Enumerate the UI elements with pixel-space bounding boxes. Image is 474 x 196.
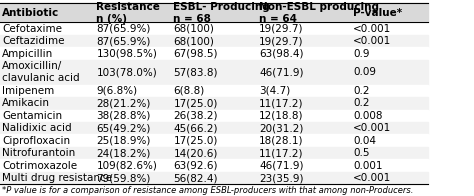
Text: 0.008: 0.008 [353,111,383,121]
Text: Gentamicin: Gentamicin [2,111,62,121]
Text: 0.2: 0.2 [353,86,370,96]
Text: 63(92.6): 63(92.6) [173,161,218,171]
Text: 12(18.8): 12(18.8) [259,111,303,121]
Text: <0.001: <0.001 [353,123,392,133]
Text: Multi drug resistance: Multi drug resistance [2,173,112,183]
Text: 38(28.8%): 38(28.8%) [96,111,151,121]
Text: 45(66.2): 45(66.2) [173,123,218,133]
Text: <0.001: <0.001 [353,24,392,34]
Text: 9(6.8%): 9(6.8%) [96,86,137,96]
Text: 0.2: 0.2 [353,98,370,108]
Bar [0,35,428,47]
Text: Ceftazidime: Ceftazidime [2,36,64,46]
Text: <0.001: <0.001 [353,173,392,183]
Text: 130(98.5%): 130(98.5%) [96,49,157,59]
Text: Imipenem: Imipenem [2,86,55,96]
Text: 63(98.4): 63(98.4) [259,49,303,59]
Text: Amikacin: Amikacin [2,98,50,108]
Text: 0.5: 0.5 [353,148,370,158]
Text: ESBL- Producing
n = 68: ESBL- Producing n = 68 [173,2,270,24]
Bar [0,47,428,60]
Text: 68(100): 68(100) [173,36,214,46]
Text: 17(25.0): 17(25.0) [173,98,218,108]
Text: 0.09: 0.09 [353,67,376,77]
Bar [0,172,428,184]
Text: 26(38.2): 26(38.2) [173,111,218,121]
Bar [0,147,428,159]
Text: 23(35.9): 23(35.9) [259,173,303,183]
Text: Nitrofurantoin: Nitrofurantoin [2,148,75,158]
Text: 87(65.9%): 87(65.9%) [96,24,151,34]
Text: Non-ESBL producing
n = 64: Non-ESBL producing n = 64 [259,2,379,24]
Bar [0,97,428,110]
Bar [0,159,428,172]
Bar [0,122,428,134]
Text: 46(71.9): 46(71.9) [259,161,303,171]
Text: 0.001: 0.001 [353,161,383,171]
Text: 14(20.6): 14(20.6) [173,148,218,158]
Text: Ciprofloxacin: Ciprofloxacin [2,136,70,146]
Text: 0.04: 0.04 [353,136,376,146]
Text: 25(18.9%): 25(18.9%) [96,136,151,146]
Text: 46(71.9): 46(71.9) [259,67,303,77]
Text: 57(83.8): 57(83.8) [173,67,218,77]
Text: Antibiotic: Antibiotic [2,8,59,18]
Text: 19(29.7): 19(29.7) [259,36,303,46]
Bar [0,22,428,35]
Text: 20(31.2): 20(31.2) [259,123,303,133]
Text: 68(100): 68(100) [173,24,214,34]
Text: 109(82.6%): 109(82.6%) [96,161,157,171]
Text: Amoxicillin/
clavulanic acid: Amoxicillin/ clavulanic acid [2,61,80,83]
Bar [0,3,428,22]
Text: 67(98.5): 67(98.5) [173,49,218,59]
Text: 3(4.7): 3(4.7) [259,86,290,96]
Text: 11(17.2): 11(17.2) [259,148,303,158]
Text: Resistance
n (%): Resistance n (%) [96,2,160,24]
Text: Cotrimoxazole: Cotrimoxazole [2,161,77,171]
Text: 24(18.2%): 24(18.2%) [96,148,151,158]
Text: Cefotaxime: Cefotaxime [2,24,62,34]
Text: 6(8.8): 6(8.8) [173,86,205,96]
Text: 28(21.2%): 28(21.2%) [96,98,151,108]
Text: 65(49.2%): 65(49.2%) [96,123,151,133]
Text: 17(25.0): 17(25.0) [173,136,218,146]
Text: 18(28.1): 18(28.1) [259,136,303,146]
Text: P-value*: P-value* [353,8,402,18]
Text: Nalidixic acid: Nalidixic acid [2,123,72,133]
Bar [0,134,428,147]
Bar [0,110,428,122]
Text: 87(65.9%): 87(65.9%) [96,36,151,46]
Text: <0.001: <0.001 [353,36,392,46]
Text: 11(17.2): 11(17.2) [259,98,303,108]
Text: Ampicillin: Ampicillin [2,49,54,59]
Text: 0.9: 0.9 [353,49,370,59]
Text: 103(78.0%): 103(78.0%) [96,67,157,77]
Bar [0,60,428,85]
Text: 79(59.8%): 79(59.8%) [96,173,151,183]
Bar [0,85,428,97]
Text: 19(29.7): 19(29.7) [259,24,303,34]
Text: *P value is for a comparison of resistance among ESBL-producers with that among : *P value is for a comparison of resistan… [2,186,413,195]
Text: 56(82.4): 56(82.4) [173,173,218,183]
